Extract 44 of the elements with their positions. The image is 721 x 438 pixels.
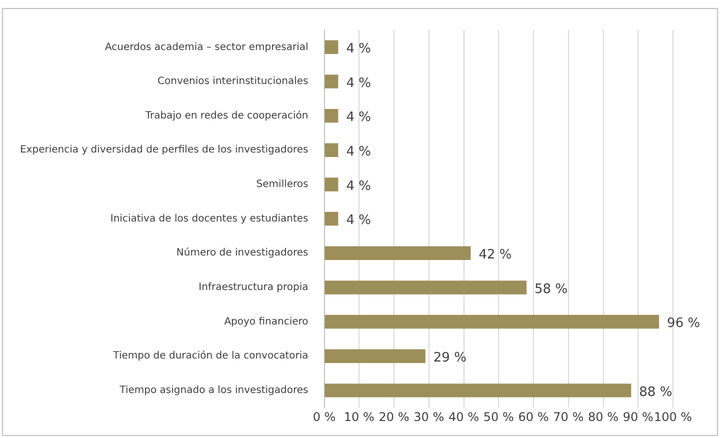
bar [324, 384, 632, 398]
bar [324, 349, 426, 363]
data-label: 42 % [478, 248, 512, 262]
x-tick-label: 30 % [414, 410, 444, 424]
bar [324, 108, 338, 123]
data-label: 4 % [346, 110, 371, 126]
x-tick-label: 100 % [654, 410, 692, 424]
x-tick-label: 40 % [448, 410, 480, 424]
bar [324, 74, 338, 88]
y-tick-label: Experiencia y diversidad de perfiles de los investigadores [20, 144, 308, 156]
y-tick-label: Semilleros [256, 179, 308, 190]
bar [324, 143, 338, 158]
data-label: 96 % [667, 316, 700, 332]
x-tick-label: 90 % [622, 410, 654, 424]
y-tick-label: Número de investigadores [176, 248, 308, 259]
x-tick-label: 50 % [483, 410, 514, 424]
data-label: 58 % [534, 282, 568, 297]
x-tick-label: 60 % [518, 410, 549, 424]
bar [324, 246, 471, 260]
x-tick-label: 20 % [378, 410, 410, 424]
x-tick-label: 70 % [553, 410, 584, 424]
data-label: 88 % [639, 384, 672, 400]
bar [324, 212, 338, 226]
data-label: 4 % [346, 178, 371, 194]
y-tick-label: Iniciativa de los docentes y estudiantes [110, 213, 308, 224]
data-label: 4 % [346, 144, 371, 160]
x-tick-label: 80 % [588, 410, 618, 424]
data-label: 4 % [346, 76, 371, 91]
y-tick-label: Trabajo en redes de cooperación [144, 110, 308, 122]
x-tick-label: 10 % [344, 410, 374, 424]
bar [324, 280, 527, 294]
data-label: 4 % [346, 213, 371, 228]
y-tick-label: Tiempo asignado a los investigadores [118, 385, 308, 396]
y-tick-label: Apoyo financiero [224, 316, 308, 328]
bar [324, 314, 660, 329]
y-tick-label: Acuerdos academia – sector empresarial [104, 42, 308, 53]
data-label: 29 % [433, 350, 466, 366]
bar [324, 40, 338, 54]
y-tick-label: Tiempo de duración de la convocatoria [112, 350, 308, 362]
data-label: 4 % [346, 42, 371, 57]
bar [324, 178, 338, 192]
x-tick-label: 0 % [312, 410, 336, 424]
y-tick-label: Infraestructura propia [198, 282, 308, 294]
y-tick-label: Convenios interinstitucionales [158, 76, 308, 88]
